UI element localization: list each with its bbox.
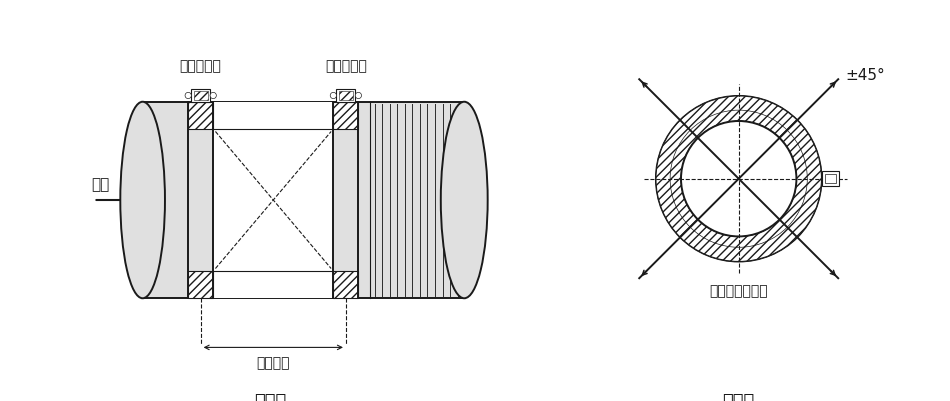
Bar bbox=[191, 90, 210, 103]
Bar bbox=[823, 172, 839, 187]
Bar bbox=[339, 91, 353, 101]
Text: ±45°: ±45° bbox=[846, 68, 885, 83]
Bar bbox=[333, 103, 358, 130]
Text: 流向: 流向 bbox=[91, 176, 109, 192]
Text: 侧视图: 侧视图 bbox=[723, 391, 755, 401]
Text: 上游传感器: 上游传感器 bbox=[180, 60, 221, 73]
Bar bbox=[194, 91, 208, 101]
Bar bbox=[213, 103, 333, 298]
Bar bbox=[142, 103, 465, 298]
Circle shape bbox=[355, 93, 362, 99]
Text: 下游传感器: 下游传感器 bbox=[325, 60, 367, 73]
Text: 俦视图: 俦视图 bbox=[254, 392, 286, 401]
Ellipse shape bbox=[441, 103, 487, 298]
Bar bbox=[336, 90, 355, 103]
Circle shape bbox=[210, 93, 217, 99]
Bar bbox=[188, 271, 213, 298]
Circle shape bbox=[331, 93, 336, 99]
Wedge shape bbox=[656, 97, 822, 262]
Bar bbox=[188, 103, 213, 130]
Text: 传感器安装范围: 传感器安装范围 bbox=[710, 283, 768, 297]
Ellipse shape bbox=[121, 103, 165, 298]
Text: 安装距离: 安装距离 bbox=[256, 356, 290, 369]
Circle shape bbox=[681, 122, 796, 237]
Circle shape bbox=[656, 97, 822, 262]
Circle shape bbox=[185, 93, 191, 99]
Bar bbox=[826, 174, 836, 184]
Bar bbox=[333, 271, 358, 298]
